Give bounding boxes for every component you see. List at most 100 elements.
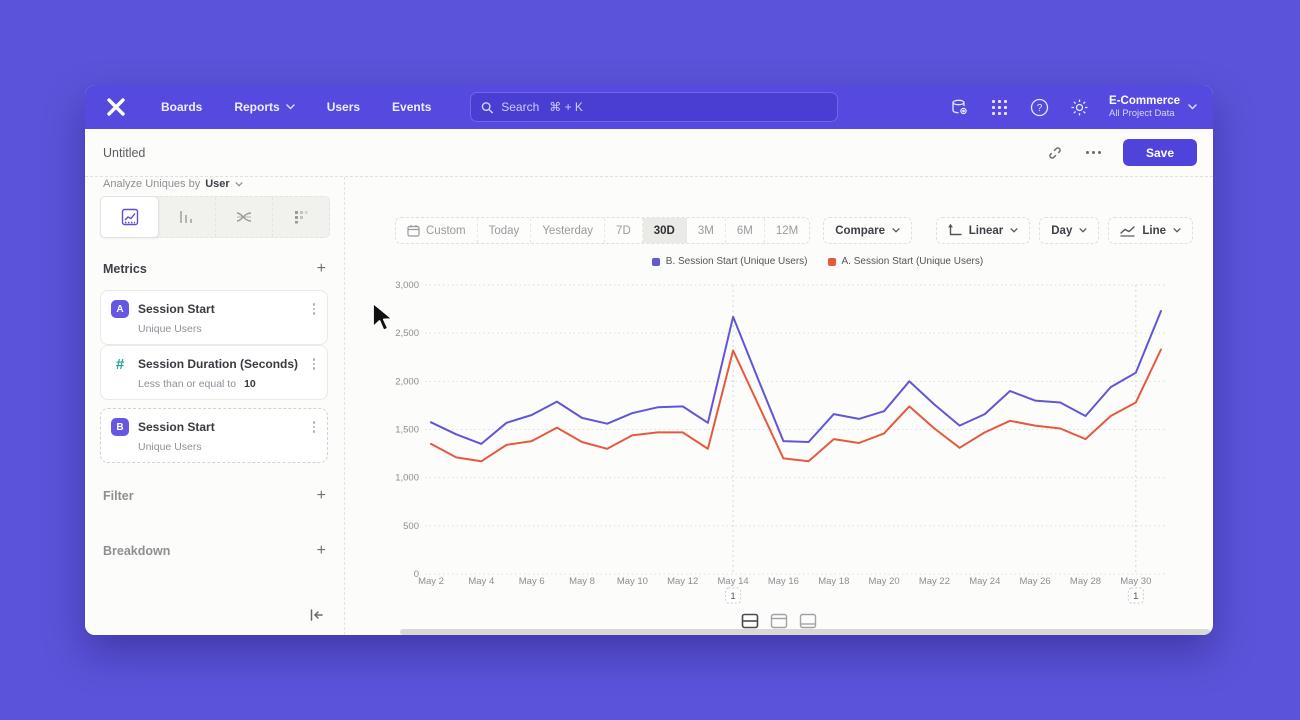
chart-display-controls: Linear Day Line xyxy=(935,217,1193,244)
legend-item-a[interactable]: A. Session Start (Unique Users) xyxy=(827,256,983,267)
svg-text:0: 0 xyxy=(414,569,419,580)
nav-item-users[interactable]: Users xyxy=(327,100,360,114)
svg-text:May 28: May 28 xyxy=(1070,576,1101,587)
chart-type-label: Line xyxy=(1142,224,1166,237)
metric-subtitle[interactable]: Unique Users xyxy=(138,323,202,335)
svg-text:May 26: May 26 xyxy=(1020,576,1051,587)
svg-text:May 4: May 4 xyxy=(468,576,494,587)
svg-text:2,500: 2,500 xyxy=(395,328,419,339)
mixpanel-logo-icon[interactable] xyxy=(103,94,129,120)
save-button[interactable]: Save xyxy=(1123,139,1197,166)
legend-swatch-red xyxy=(827,257,836,266)
svg-text:May 6: May 6 xyxy=(519,576,545,587)
legend-swatch-purple xyxy=(651,257,660,266)
collapse-sidebar-icon[interactable] xyxy=(309,608,324,627)
add-breakdown-button[interactable]: + xyxy=(316,542,326,559)
nav-item-events[interactable]: Events xyxy=(392,100,431,114)
nav-item-boards[interactable]: Boards xyxy=(161,100,202,114)
chart-type-dropdown[interactable]: Line xyxy=(1108,217,1193,244)
range-3m-button[interactable]: 3M xyxy=(687,218,726,243)
tab-line-insights[interactable] xyxy=(100,196,160,238)
svg-text:May 14: May 14 xyxy=(718,576,749,587)
condition-value[interactable]: 10 xyxy=(244,378,256,390)
search-icon xyxy=(481,101,493,113)
nav-item-label: Reports xyxy=(234,100,280,114)
svg-text:May 8: May 8 xyxy=(569,576,595,587)
analyze-uniques-dropdown[interactable]: Analyze Uniques by User xyxy=(103,178,243,190)
nav-item-label: Users xyxy=(326,100,361,114)
range-yesterday-button[interactable]: Yesterday xyxy=(531,218,606,243)
nav-item-reports[interactable]: Reports xyxy=(234,100,295,114)
metric-card-a[interactable]: A Session Start Unique Users xyxy=(100,290,328,345)
project-selector[interactable]: E-Commerce All Project Data xyxy=(1109,95,1197,119)
add-metric-button[interactable]: + xyxy=(316,260,326,277)
layout-top-icon[interactable] xyxy=(770,613,788,629)
metric-card-duration[interactable]: # Session Duration (Seconds) Less than o… xyxy=(100,345,328,400)
retention-tab-icon xyxy=(294,211,308,224)
tab-retention[interactable] xyxy=(273,197,329,237)
metric-kebab-icon[interactable] xyxy=(311,419,318,435)
title-actions: Save xyxy=(1046,139,1197,166)
range-label: 12M xyxy=(775,224,799,237)
more-options-icon[interactable] xyxy=(1086,151,1101,154)
range-label: 7D xyxy=(616,224,631,237)
compare-dropdown[interactable]: Compare xyxy=(823,217,913,244)
range-today-button[interactable]: Today xyxy=(478,218,532,243)
insights-chart: 0 500 1,000 1,500 2,000 2,500 3,000 1 1 May 2 May … xyxy=(395,280,1165,604)
analyze-value: User xyxy=(205,178,230,190)
granularity-dropdown[interactable]: Day xyxy=(1039,217,1100,244)
range-7d-button[interactable]: 7D xyxy=(605,218,643,243)
granularity-label: Day xyxy=(1051,224,1073,237)
metric-kebab-icon[interactable] xyxy=(311,356,318,372)
range-12m-button[interactable]: 12M xyxy=(765,218,809,243)
metric-kebab-icon[interactable] xyxy=(311,301,318,317)
scale-dropdown[interactable]: Linear xyxy=(935,217,1031,244)
chart-size-toggles xyxy=(345,613,1213,629)
navbar-right: ? E-Commerce All Project Data xyxy=(949,85,1197,129)
settings-gear-icon[interactable] xyxy=(1069,97,1089,117)
legend-item-b[interactable]: B. Session Start (Unique Users) xyxy=(651,256,808,267)
chart-type-tabstrip xyxy=(100,196,330,238)
horizontal-scrollbar[interactable] xyxy=(400,629,1210,635)
svg-text:May 30: May 30 xyxy=(1120,576,1151,587)
query-builder-sidebar: Analyze Uniques by User xyxy=(85,177,345,635)
help-icon[interactable]: ? xyxy=(1029,97,1049,117)
breakdown-row: Breakdown + xyxy=(103,542,326,559)
data-definitions-icon[interactable] xyxy=(949,97,969,117)
svg-text:1: 1 xyxy=(730,591,735,602)
hash-property-icon: # xyxy=(115,355,125,373)
search-input[interactable] xyxy=(501,100,827,114)
tab-flows[interactable] xyxy=(216,197,273,237)
metric-card-b[interactable]: B Session Start Unique Users xyxy=(100,408,328,463)
tab-bar-chart[interactable] xyxy=(158,197,216,237)
metric-condition[interactable]: Less than or equal to 10 xyxy=(138,378,317,390)
chart-panel: Custom Today Yesterday 7D 30D 3M 6M 12M … xyxy=(345,177,1213,635)
metric-subtitle[interactable]: Unique Users xyxy=(138,441,202,453)
svg-text:May 22: May 22 xyxy=(919,576,950,587)
legend-label: B. Session Start (Unique Users) xyxy=(665,256,808,267)
bar-chart-tab-icon xyxy=(180,211,193,223)
svg-text:May 24: May 24 xyxy=(969,576,1000,587)
svg-text:?: ? xyxy=(1036,103,1042,114)
svg-text:May 18: May 18 xyxy=(818,576,849,587)
metric-badge-a: A xyxy=(111,300,129,318)
range-custom-button[interactable]: Custom xyxy=(396,218,478,243)
add-filter-button[interactable]: + xyxy=(316,487,326,504)
layout-bottom-icon[interactable] xyxy=(799,613,817,629)
project-subtitle: All Project Data xyxy=(1109,108,1175,119)
line-chart-area[interactable]: 0 500 1,000 1,500 2,000 2,500 3,000 1 1 May 2 May … xyxy=(395,275,1185,605)
apps-grid-icon[interactable] xyxy=(989,97,1009,117)
report-title[interactable]: Untitled xyxy=(103,145,146,160)
top-navbar: Boards Reports Users Events xyxy=(85,85,1213,129)
layout-split-icon[interactable] xyxy=(741,613,759,629)
share-link-icon[interactable] xyxy=(1046,144,1064,162)
project-name: E-Commerce xyxy=(1109,95,1180,107)
range-30d-button[interactable]: 30D xyxy=(642,218,687,243)
search-bar[interactable] xyxy=(470,92,838,122)
chart-controls-row: Custom Today Yesterday 7D 30D 3M 6M 12M … xyxy=(395,217,1193,244)
svg-text:May 12: May 12 xyxy=(667,576,698,587)
metric-title: Session Start xyxy=(138,302,215,316)
range-6m-button[interactable]: 6M xyxy=(726,218,765,243)
svg-text:500: 500 xyxy=(403,521,419,532)
report-titlebar: Untitled Save xyxy=(85,129,1213,177)
